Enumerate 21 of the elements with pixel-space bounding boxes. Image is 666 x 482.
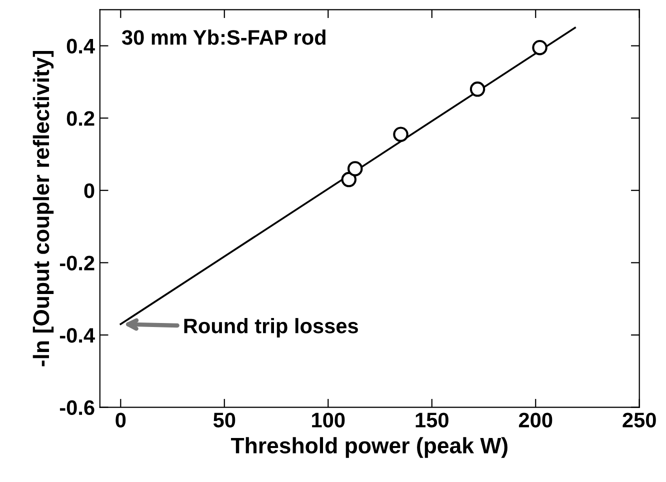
y-tick-label: -0.2 (60, 256, 94, 270)
y-axis-title: -ln [Ouput coupler reflectivity] (32, 51, 54, 366)
x-tick-label: 0 (116, 412, 126, 428)
y-tick-label: 0.4 (66, 38, 95, 54)
point (341, 172, 357, 188)
point (347, 161, 363, 176)
x-tick-label: 50 (213, 412, 236, 428)
x-tick-label: 150 (416, 412, 448, 428)
x-axis-title: Threshold power (peak W) (230, 437, 508, 458)
annotation: Round trip losses (184, 318, 358, 338)
point (393, 126, 408, 142)
y-tick-label: -0.6 (60, 400, 94, 416)
point (470, 82, 486, 97)
y-tick-label: -0.4 (60, 328, 95, 343)
x-tick-label: 200 (518, 412, 552, 428)
annotation: 30 mm Yb:S-FAP rod (122, 30, 326, 45)
x-tick-label: 250 (622, 412, 656, 428)
y-tick-label: 0 (84, 183, 94, 198)
x-tick-label: 100 (312, 412, 345, 428)
y-tick-label: 0.2 (66, 111, 94, 126)
point (532, 40, 548, 56)
